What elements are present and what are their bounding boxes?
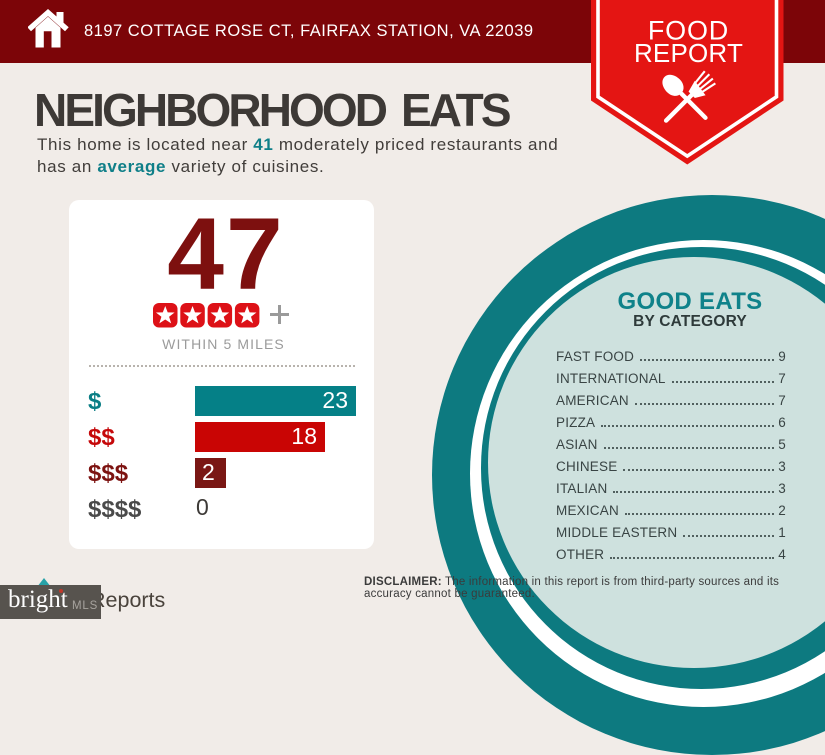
- svg-text:REPORT: REPORT: [634, 38, 743, 68]
- svg-text:FOOD: FOOD: [648, 16, 729, 46]
